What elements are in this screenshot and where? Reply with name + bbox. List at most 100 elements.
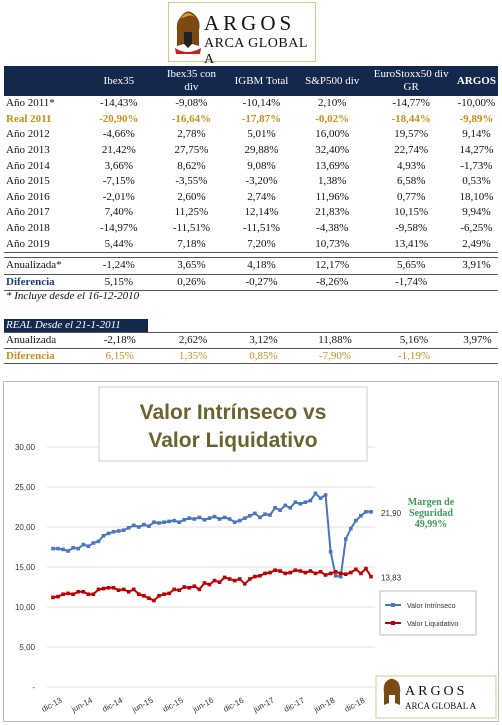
- table-cell: Anualizada: [4, 332, 82, 349]
- data-point: [323, 493, 328, 497]
- data-point: [369, 574, 373, 579]
- table-cell: 8,62%: [177, 159, 206, 172]
- table-cell: Año 2014: [6, 159, 50, 172]
- data-point: [76, 546, 81, 551]
- data-point: [147, 596, 151, 600]
- returns-table: Ibex35 Ibex35 con div IGBM Total S&P500 div…: [4, 66, 498, 292]
- data-point: [71, 546, 75, 550]
- data-point: [227, 517, 232, 521]
- table-row: Año 2017 7,40% 11,25% 12,14% 21,83% 10,15% 9,9…: [4, 205, 498, 221]
- table-cell: Año 2015: [6, 175, 50, 188]
- data-point: [152, 598, 156, 603]
- data-point: [283, 571, 287, 576]
- table-row: Año 2015 -7,15% -3,55% -3,20% 1,38% 6,58% 0,53…: [4, 174, 498, 190]
- table-cell: 3,97%: [456, 332, 498, 349]
- data-point: [313, 491, 318, 496]
- table-cell: -1,24%: [80, 256, 157, 275]
- table-cell: 12,14%: [244, 206, 279, 219]
- data-point: [338, 571, 343, 576]
- data-point: [177, 588, 181, 592]
- table-cell: Diferencia: [4, 347, 82, 364]
- data-point: [217, 517, 222, 521]
- table-row: Año 2014 3,66% 8,62% 9,08% 13,69% 4,93% -1,73%: [4, 158, 498, 174]
- legend-swatch: [391, 621, 395, 625]
- data-point: [116, 529, 121, 533]
- table-cell: 6,58%: [396, 175, 426, 188]
- data-point: [349, 570, 353, 575]
- data-point: [137, 525, 141, 529]
- column-header: IGBM Total: [226, 66, 297, 96]
- data-point: [66, 549, 70, 553]
- table-cell: 0,85%: [227, 347, 300, 364]
- table-cell: 18,10%: [459, 190, 494, 203]
- data-point: [253, 511, 257, 516]
- data-point: [142, 594, 146, 598]
- data-point: [197, 515, 202, 520]
- table-cell: -8,26%: [296, 273, 368, 292]
- data-point: [202, 518, 207, 522]
- legend-box: [379, 590, 477, 636]
- data-point: [359, 514, 363, 518]
- data-point: [162, 520, 166, 524]
- real-anualizada-row: Anualizada -2,18% 2,62% 3,12% 11,88% 5,16% 3,9…: [4, 332, 498, 349]
- data-point: [56, 546, 60, 551]
- data-point: [131, 523, 136, 528]
- logo: ARGOS ARCA GLOBAL A: [168, 2, 316, 67]
- table-cell: 5,15%: [80, 273, 157, 292]
- legend-label: Valor Intrínseco: [407, 603, 456, 610]
- data-point: [258, 574, 262, 578]
- table-cell: 13,41%: [367, 236, 455, 253]
- table-cell: 10,73%: [296, 236, 368, 253]
- spartan-helmet-icon: [383, 678, 401, 705]
- table-cell: 14,27%: [459, 144, 494, 157]
- data-point: [96, 587, 101, 592]
- data-point: [354, 518, 358, 523]
- data-point: [318, 496, 323, 500]
- table-row: Año 2013 21,42% 27,75% 29,88% 32,40% 22,74% 14…: [4, 143, 498, 159]
- data-point: [101, 586, 106, 591]
- table-cell: -2,01%: [102, 190, 135, 203]
- table-cell: 7,18%: [156, 236, 227, 253]
- table-cell: 21,42%: [101, 144, 136, 157]
- data-point: [192, 584, 197, 588]
- table-cell: -20,90%: [99, 112, 139, 125]
- data-point: [157, 521, 161, 525]
- table-cell: 27,75%: [174, 144, 209, 157]
- y-tick-label: 5,00: [19, 643, 35, 652]
- data-point: [268, 513, 272, 517]
- chart-title: Valor Intrínseco vs: [140, 401, 327, 424]
- table-cell: -14,77%: [392, 97, 430, 110]
- table-cell: -3,55%: [175, 175, 208, 188]
- table-cell: -16,64%: [171, 112, 212, 125]
- data-point: [283, 503, 287, 508]
- table-cell: 7,40%: [104, 206, 134, 219]
- data-point: [167, 519, 171, 524]
- y-tick-label: 15,00: [15, 563, 36, 572]
- table-cell: -14,97%: [100, 222, 138, 235]
- data-point: [243, 516, 247, 520]
- table-cell: 16,00%: [315, 128, 350, 141]
- column-header: Ibex35 con div: [156, 66, 227, 96]
- table-cell: -18,44%: [391, 112, 431, 125]
- margin-annotation: Margen de: [408, 497, 455, 508]
- last-value-label: 13,83: [381, 574, 402, 583]
- legend-label: Valor Liquidativo: [407, 621, 458, 628]
- data-point: [298, 569, 303, 573]
- table-cell: -6,25%: [460, 222, 493, 235]
- table-cell: Anualizada*: [4, 256, 81, 275]
- table-cell: Año 2016: [6, 190, 50, 203]
- data-point: [308, 498, 313, 503]
- column-header: S&P500 div: [296, 66, 368, 96]
- data-point: [349, 526, 353, 531]
- data-point: [126, 590, 131, 594]
- data-point: [354, 567, 358, 572]
- data-point: [217, 580, 222, 584]
- data-point: [318, 570, 323, 574]
- data-point: [182, 518, 187, 522]
- table-cell: 0,53%: [462, 175, 491, 188]
- data-point: [263, 512, 267, 516]
- footnote: * Incluye desde el 16-12-2010: [6, 290, 140, 302]
- data-point: [126, 526, 131, 530]
- real-diferencia-row: Diferencia 6,15% 1,35% 0,85% -7,90% -1,19%: [4, 347, 498, 364]
